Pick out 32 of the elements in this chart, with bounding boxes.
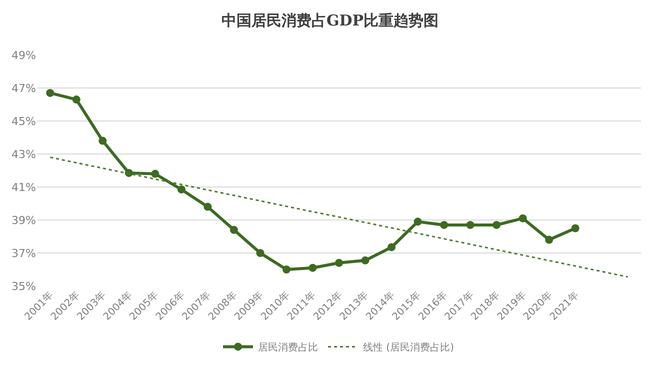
y-tick-label: 45% (12, 114, 36, 128)
point (361, 256, 370, 264)
y-tick-label: 37% (12, 246, 36, 260)
y-tick-label: 41% (12, 180, 36, 194)
point (46, 88, 54, 97)
point (492, 220, 501, 229)
y-tick-label: 47% (12, 82, 36, 95)
point (282, 266, 290, 274)
y-tick-label: 49% (12, 48, 36, 62)
point (230, 226, 238, 234)
point (177, 185, 186, 194)
line-series (49, 156, 629, 278)
point (256, 249, 264, 257)
point (308, 264, 317, 272)
point (388, 243, 396, 252)
y-tick-label: 39% (12, 214, 36, 227)
legend-label: 居民消费占比 (258, 342, 318, 354)
point (151, 170, 160, 178)
y-tick-label: 35% (12, 280, 36, 293)
point (571, 224, 580, 232)
point (335, 258, 343, 267)
point (414, 218, 422, 226)
point (466, 220, 474, 229)
point (204, 202, 212, 211)
point (72, 96, 80, 104)
y-tick-label: 43% (12, 148, 36, 161)
point (98, 136, 107, 145)
point (440, 220, 448, 229)
chart-title: 中国居民消费占GDP比重趋势图 (221, 11, 439, 30)
legend-label: 线性 (居民消费占比) (363, 342, 454, 354)
point (518, 214, 527, 222)
point (545, 236, 554, 244)
